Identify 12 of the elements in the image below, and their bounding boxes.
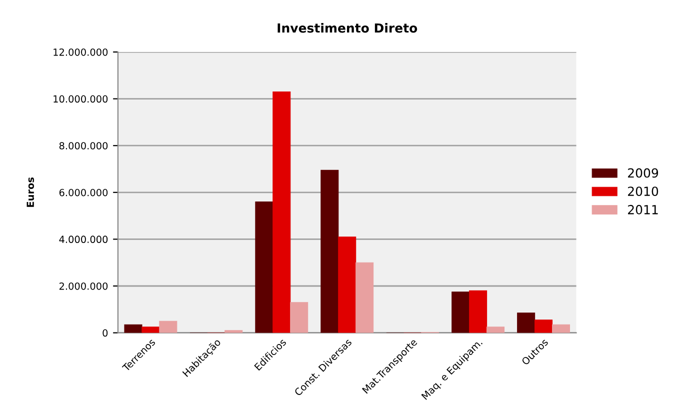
y-tick-label: 12.000.000 <box>54 48 108 56</box>
y-tick-label: 10.000.000 <box>54 95 108 103</box>
y-tick-label: 8.000.000 <box>59 142 108 150</box>
legend-label: 2009 <box>628 168 658 178</box>
legend-label: 2010 <box>628 186 658 196</box>
y-tick-label: 2.000.000 <box>59 282 108 290</box>
y-tick-label: 6.000.000 <box>59 188 108 196</box>
y-axis-title: Euros <box>26 177 34 207</box>
legend-label: 2011 <box>628 204 658 214</box>
chart-title: Investimento Direto <box>278 23 418 33</box>
y-tick-label: 4.000.000 <box>59 236 108 244</box>
y-tick-label: 0 <box>102 329 108 337</box>
